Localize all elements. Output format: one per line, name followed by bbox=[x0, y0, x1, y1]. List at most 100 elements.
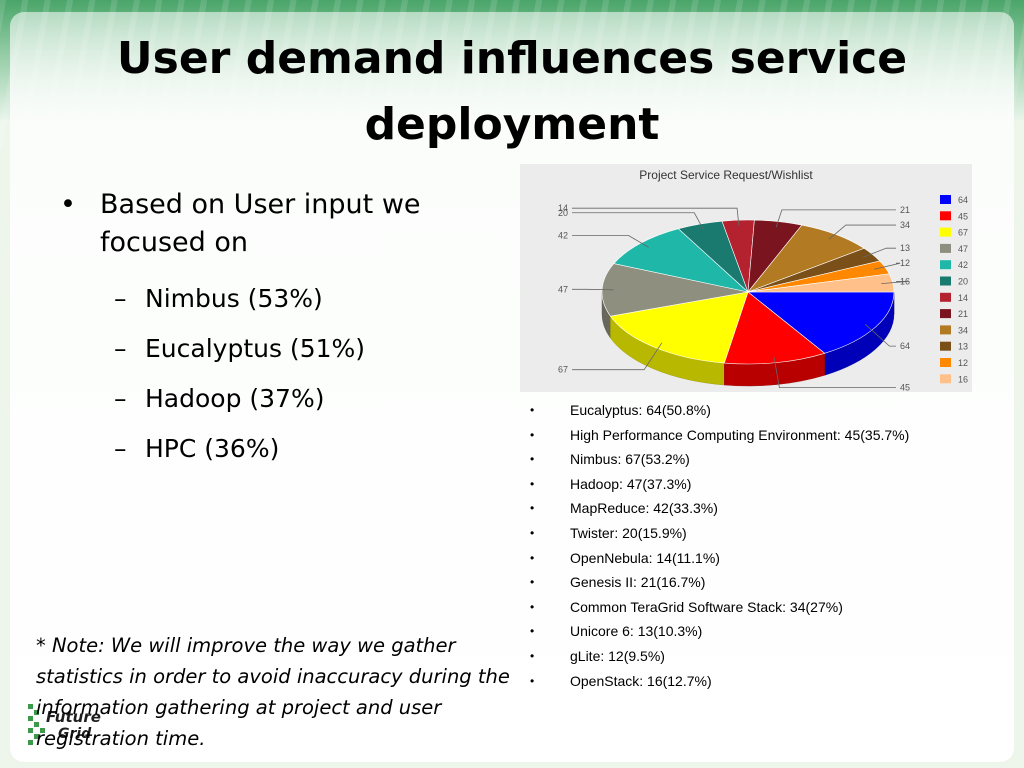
stat-item: • Twister: 20(15.9%) bbox=[530, 521, 1010, 546]
stat-text: gLite: 12(9.5%) bbox=[570, 647, 665, 664]
logo-text-1: Future bbox=[46, 708, 101, 726]
pie-leader-line bbox=[865, 323, 896, 347]
stat-item: • Genesis II: 21(16.7%) bbox=[530, 570, 1010, 595]
stat-text: Hadoop: 47(37.3%) bbox=[570, 475, 692, 492]
stat-text: OpenNebula: 14(11.1%) bbox=[570, 549, 720, 566]
bullet-marker: • bbox=[530, 624, 535, 639]
legend-swatch bbox=[940, 227, 951, 237]
bullet-list: • Based on User input we focused on – Nim… bbox=[60, 186, 510, 474]
stat-text: Eucalyptus: 64(50.8%) bbox=[570, 402, 711, 418]
pie-value-label: 13 bbox=[900, 243, 910, 253]
pie-leader-line bbox=[572, 212, 704, 230]
legend-swatch bbox=[940, 260, 951, 270]
pie-value-label: 21 bbox=[900, 205, 910, 215]
stat-item: • Unicore 6: 13(10.3%) bbox=[530, 619, 1010, 644]
logo-mark bbox=[28, 704, 45, 745]
sub-bullet: – Nimbus (53%) bbox=[60, 274, 510, 324]
legend-label: 21 bbox=[958, 309, 968, 319]
bullet-marker: • bbox=[530, 476, 535, 491]
bullet-main-text: Based on User input we focused on bbox=[100, 189, 421, 258]
bullet-marker: • bbox=[530, 525, 535, 540]
sub-bullet-text: Eucalyptus (51%) bbox=[145, 334, 366, 363]
slide-title: User demand influences service deploymen… bbox=[0, 26, 1024, 158]
bullet-marker: • bbox=[530, 403, 535, 417]
sub-bullet: – Hadoop (37%) bbox=[60, 374, 510, 424]
pie-value-label: 47 bbox=[558, 284, 568, 294]
legend-swatch bbox=[940, 341, 951, 351]
sub-bullet-text: Nimbus (53%) bbox=[145, 284, 323, 313]
sub-bullet: – HPC (36%) bbox=[60, 424, 510, 474]
title-line-1: User demand influences service bbox=[116, 33, 908, 84]
pie-slice bbox=[609, 291, 749, 364]
sub-bullet-text: Hadoop (37%) bbox=[145, 384, 325, 413]
legend-swatch bbox=[940, 211, 951, 221]
pie-value-label: 67 bbox=[558, 365, 568, 375]
pie-leader-line bbox=[773, 356, 896, 389]
legend-swatch bbox=[940, 309, 951, 319]
pie-leader-line bbox=[862, 247, 896, 258]
stat-item: • Common TeraGrid Software Stack: 34(27%) bbox=[530, 595, 1010, 620]
pie-value-label: 12 bbox=[900, 258, 910, 268]
legend-label: 13 bbox=[958, 342, 968, 352]
stat-item: • Hadoop: 47(37.3%) bbox=[530, 472, 1010, 497]
dash-marker: – bbox=[114, 384, 127, 413]
legend-swatch bbox=[940, 325, 951, 335]
pie-value-label: 14 bbox=[558, 203, 568, 213]
pie-leader-line bbox=[572, 288, 614, 291]
pie-slice bbox=[613, 228, 750, 293]
logo-text-2: Grid bbox=[58, 726, 92, 742]
pie-leader-line bbox=[874, 262, 901, 270]
stat-item: • High Performance Computing Environment:… bbox=[530, 423, 1010, 448]
pie-value-label: 16 bbox=[900, 276, 910, 286]
pie-value-label: 20 bbox=[558, 208, 568, 218]
legend-swatch bbox=[940, 195, 951, 204]
dash-marker: – bbox=[114, 334, 127, 363]
stat-text: Unicore 6: 13(10.3%) bbox=[570, 623, 703, 640]
bullet-marker: • bbox=[60, 189, 76, 220]
legend-label: 16 bbox=[958, 374, 968, 384]
legend-label: 12 bbox=[958, 358, 968, 368]
pie-value-label: 34 bbox=[900, 220, 910, 230]
stat-text: Twister: 20(15.9%) bbox=[570, 524, 687, 541]
legend-swatch bbox=[940, 276, 951, 286]
stat-text: Genesis II: 21(16.7%) bbox=[570, 574, 706, 591]
legend-swatch bbox=[940, 374, 951, 384]
pie-leader-line bbox=[775, 209, 896, 228]
legend-label: 64 bbox=[958, 195, 968, 205]
stat-item: • Nimbus: 67(53.2%) bbox=[530, 447, 1010, 472]
dash-marker: – bbox=[114, 434, 127, 463]
legend-label: 67 bbox=[958, 228, 968, 238]
bullet-marker: • bbox=[530, 575, 535, 590]
dash-marker: – bbox=[114, 284, 127, 313]
bullet-main: • Based on User input we focused on bbox=[60, 186, 510, 262]
sub-bullet-text: HPC (36%) bbox=[145, 434, 280, 463]
legend-label: 20 bbox=[958, 277, 968, 287]
stat-item: • MapReduce: 42(33.3%) bbox=[530, 496, 1010, 521]
chart-title: Project Service Request/Wishlist bbox=[639, 168, 813, 182]
stat-text: Nimbus: 67(53.2%) bbox=[570, 451, 690, 468]
stat-text: OpenStack: 16(12.7%) bbox=[570, 672, 712, 689]
stat-text: Common TeraGrid Software Stack: 34(27%) bbox=[570, 598, 843, 615]
bullet-marker: • bbox=[530, 648, 535, 663]
stat-text: High Performance Computing Environment: … bbox=[570, 426, 910, 443]
stat-text: MapReduce: 42(33.3%) bbox=[570, 500, 718, 517]
bullet-marker: • bbox=[530, 501, 535, 516]
pie-leader-line bbox=[828, 224, 896, 240]
pie-leader-line bbox=[572, 234, 649, 248]
pie-slice bbox=[747, 291, 895, 354]
futuregrid-logo: Future Grid bbox=[28, 704, 101, 745]
legend-label: 45 bbox=[958, 211, 968, 221]
pie-slice bbox=[723, 291, 826, 365]
stat-item: • OpenNebula: 14(11.1%) bbox=[530, 546, 1010, 571]
stat-item: • gLite: 12(9.5%) bbox=[530, 644, 1010, 669]
title-line-2: deployment bbox=[364, 99, 660, 150]
pie-leader-line bbox=[572, 342, 663, 371]
bullet-marker: • bbox=[530, 599, 535, 614]
legend-swatch bbox=[940, 292, 951, 302]
sub-bullet: – Eucalyptus (51%) bbox=[60, 324, 510, 374]
pie-value-label: 64 bbox=[900, 341, 910, 351]
stat-item: • Eucalyptus: 64(50.8%) bbox=[530, 398, 1010, 423]
stat-item: • OpenStack: 16(12.7%) bbox=[530, 669, 1010, 694]
bullet-marker: • bbox=[530, 550, 535, 565]
legend-label: 47 bbox=[958, 244, 968, 254]
